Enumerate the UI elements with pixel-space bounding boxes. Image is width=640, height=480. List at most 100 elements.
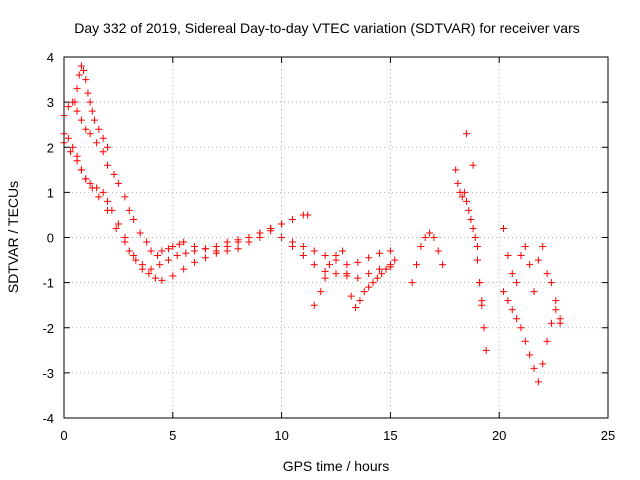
data-point [158, 276, 166, 284]
data-point [543, 337, 551, 345]
data-point [154, 252, 162, 260]
data-point [180, 265, 188, 273]
y-tick-label: -1 [42, 276, 54, 291]
data-point [343, 270, 351, 278]
data-point [365, 254, 373, 262]
data-point [321, 274, 329, 282]
data-point [175, 240, 183, 248]
data-point [138, 265, 146, 273]
data-point [147, 265, 155, 273]
y-tick-label: 1 [47, 185, 54, 200]
data-point [543, 270, 551, 278]
data-point [104, 143, 112, 151]
data-point [473, 243, 481, 251]
data-point [317, 288, 325, 296]
data-point [471, 234, 479, 241]
data-point [552, 306, 560, 314]
data-point [452, 166, 460, 174]
data-point [84, 89, 92, 97]
data-point [332, 270, 340, 278]
data-point [191, 247, 199, 255]
data-point [75, 71, 83, 79]
data-point [278, 234, 286, 241]
y-tick-label: 4 [47, 50, 54, 65]
data-point [378, 270, 386, 278]
data-point [77, 116, 85, 124]
data-point [310, 247, 318, 255]
data-point [473, 256, 481, 264]
data-point [391, 256, 399, 264]
data-point [69, 143, 77, 151]
data-point [508, 306, 516, 314]
data-point [413, 261, 421, 269]
data-point [458, 193, 466, 201]
data-point [136, 229, 144, 237]
data-point [478, 297, 486, 305]
series-trace-c [60, 130, 312, 284]
data-point [93, 184, 101, 192]
data-point [460, 188, 468, 196]
data-point [480, 324, 488, 332]
data-point [125, 247, 133, 255]
data-point [482, 346, 490, 354]
data-point [108, 206, 116, 214]
data-point [360, 288, 368, 296]
y-tick-label: -3 [42, 366, 54, 381]
data-point [547, 319, 555, 327]
data-point [539, 360, 547, 368]
data-point [539, 243, 547, 251]
data-point [556, 315, 564, 323]
data-point [164, 256, 172, 264]
data-point [386, 261, 394, 269]
data-point [382, 265, 390, 273]
data-point [267, 227, 275, 235]
data-point [143, 238, 151, 246]
data-point [99, 188, 107, 196]
data-point [508, 270, 516, 278]
data-point [310, 261, 318, 269]
data-point [201, 254, 209, 262]
data-point [526, 261, 534, 269]
data-point [530, 364, 538, 372]
x-tick-label: 25 [601, 428, 615, 443]
data-point [500, 288, 508, 296]
data-point [430, 234, 438, 241]
data-point [521, 243, 529, 251]
data-point [534, 256, 542, 264]
data-point [278, 220, 286, 228]
data-point [104, 197, 112, 205]
data-point [288, 215, 296, 223]
data-point [191, 258, 199, 266]
y-tick-label: -4 [42, 411, 54, 426]
data-point [169, 272, 177, 280]
data-point [132, 256, 140, 264]
data-point [521, 337, 529, 345]
chart-title: Day 332 of 2019, Sidereal Day-to-day VTE… [74, 20, 580, 36]
data-point [310, 301, 318, 309]
x-tick-label: 10 [274, 428, 288, 443]
data-point [147, 247, 155, 255]
data-point [245, 238, 253, 246]
data-point [86, 130, 94, 138]
data-point [332, 252, 340, 260]
data-point [321, 267, 329, 275]
x-tick-label: 5 [169, 428, 176, 443]
data-point [125, 206, 133, 214]
data-point [426, 229, 434, 237]
data-point [513, 315, 521, 323]
series-trace-midday [310, 247, 399, 311]
data-point [93, 139, 101, 147]
data-point [73, 157, 81, 165]
data-point [212, 243, 220, 251]
data-point [234, 245, 242, 253]
data-point [223, 238, 231, 246]
data-point [169, 243, 177, 251]
data-point [517, 252, 525, 260]
data-point [86, 98, 94, 106]
data-point [547, 279, 555, 287]
data-point [504, 297, 512, 305]
data-point [365, 270, 373, 278]
series-trace-b [60, 139, 394, 282]
data-point [421, 234, 429, 241]
